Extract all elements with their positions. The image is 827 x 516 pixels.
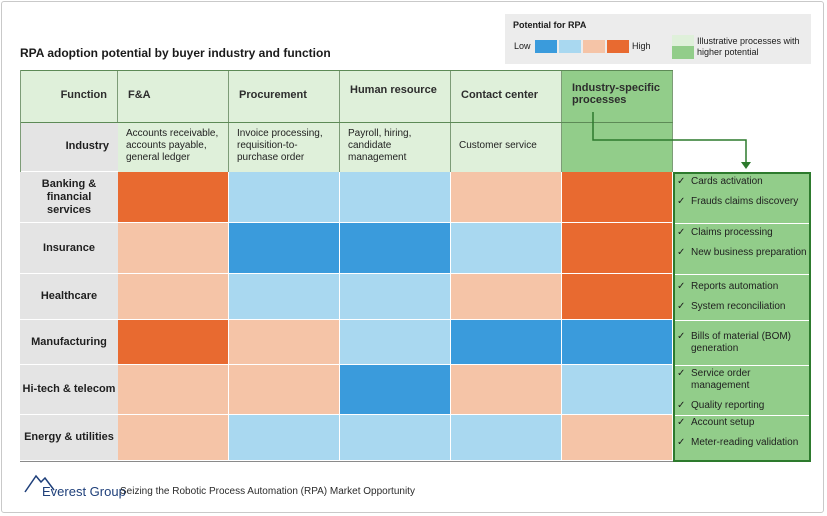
process-label: Meter-reading validation — [691, 437, 799, 448]
column-header-human-resource: Human resource — [340, 70, 451, 122]
process-label: Frauds claims discovery — [691, 196, 799, 207]
checkmark-icon: ✓ — [677, 437, 686, 448]
heatmap-cell — [451, 223, 562, 274]
column-examples-procurement: Invoice processing, requisition-to-purch… — [229, 122, 340, 172]
heatmap-cell — [229, 274, 340, 320]
heatmap-cell — [229, 223, 340, 274]
heatmap-cell — [562, 365, 673, 415]
legend-illustrative-label: Illustrative processes with higher poten… — [697, 36, 800, 57]
process-label: Service order management — [691, 368, 751, 391]
process-label: New business preparation — [691, 247, 807, 258]
process-label: Quality reporting — [691, 400, 765, 411]
legend: Potential for RPA Low High Illustrative … — [505, 14, 811, 64]
column-header-contact-center: Contact center — [451, 70, 562, 122]
legend-swatch-low — [535, 40, 557, 53]
heatmap-cell — [451, 274, 562, 320]
heatmap-cell — [451, 365, 562, 415]
checkmark-icon: ✓ — [677, 247, 686, 258]
heatmap-cell — [118, 274, 229, 320]
process-separator — [675, 320, 809, 321]
legend-swatch-higher-potential — [672, 46, 694, 59]
checkmark-icon: ✓ — [677, 400, 686, 411]
heatmap-cell — [451, 172, 562, 223]
column-examples-contact-center: Customer service — [451, 122, 562, 172]
column-examples-industry-specific-processes — [562, 122, 673, 172]
header-function-label: Function — [20, 70, 118, 122]
row-label-manufacturing: Manufacturing — [20, 320, 118, 365]
heatmap-cell — [340, 365, 451, 415]
legend-low-label: Low — [514, 41, 531, 51]
footer-text: Seizing the Robotic Process Automation (… — [120, 486, 415, 497]
process-label: Account setup — [691, 417, 755, 428]
checkmark-icon: ✓ — [677, 227, 686, 238]
heatmap-cell — [562, 415, 673, 461]
row-label-banking-and-financial-services: Banking & financial services — [20, 172, 118, 223]
process-label: Bills of material (BOM) generation — [691, 331, 792, 354]
chart-title: RPA adoption potential by buyer industry… — [20, 46, 331, 60]
heatmap-cell — [562, 274, 673, 320]
checkmark-icon: ✓ — [677, 176, 686, 187]
column-examples-human-resource: Payroll, hiring, candidate management — [340, 122, 451, 172]
heatmap-cell — [118, 223, 229, 274]
row-label-healthcare: Healthcare — [20, 274, 118, 320]
legend-swatch-high — [607, 40, 629, 53]
checkmark-icon: ✓ — [677, 331, 686, 342]
checkmark-icon: ✓ — [677, 417, 686, 428]
heatmap-cell — [451, 415, 562, 461]
header-industry-label: Industry — [20, 122, 118, 172]
process-separator — [675, 274, 809, 275]
heatmap-cell — [451, 320, 562, 365]
row-label-hi-tech-and-telecom: Hi-tech & telecom — [20, 365, 118, 415]
heatmap-cell — [340, 274, 451, 320]
heatmap-cell — [118, 415, 229, 461]
illustrative-processes-column: ✓ Cards activation ✓ Frauds claims discover… — [673, 172, 811, 462]
heatmap-cell — [562, 320, 673, 365]
header-top-border — [20, 70, 673, 71]
heatmap-cell — [340, 172, 451, 223]
checkmark-icon: ✓ — [677, 301, 686, 312]
column-header-fanda: F&A — [118, 70, 229, 122]
legend-swatch-illustrative — [672, 35, 694, 48]
legend-swatch-medium-high — [583, 40, 605, 53]
heatmap-cell — [340, 320, 451, 365]
checkmark-icon: ✓ — [677, 368, 686, 379]
heatmap-cell — [562, 172, 673, 223]
column-examples-fanda: Accounts receivable, accounts payable, g… — [118, 122, 229, 172]
table-bottom-border — [20, 461, 673, 462]
process-label: Cards activation — [691, 176, 763, 187]
process-label: Reports automation — [691, 281, 779, 292]
heatmap-cell — [340, 415, 451, 461]
process-label: System reconciliation — [691, 301, 786, 312]
heatmap-cell — [229, 172, 340, 223]
process-separator — [675, 415, 809, 416]
column-header-industry-specific-processes: Industry-specific processes — [562, 70, 673, 122]
heatmap-cell — [118, 365, 229, 415]
heatmap-cell — [229, 415, 340, 461]
heatmap-cell — [118, 172, 229, 223]
process-separator — [675, 365, 809, 366]
row-label-text: Banking & financial services — [41, 177, 97, 216]
process-separator — [675, 223, 809, 224]
everest-logo — [24, 470, 64, 499]
row-label-energy-and-utilities: Energy & utilities — [20, 415, 118, 461]
checkmark-icon: ✓ — [677, 281, 686, 292]
row-label-insurance: Insurance — [20, 223, 118, 274]
checkmark-icon: ✓ — [677, 196, 686, 207]
heatmap-cell — [118, 320, 229, 365]
header-bottom-border — [20, 122, 673, 123]
legend-title: Potential for RPA — [513, 20, 587, 30]
heatmap-cell — [229, 365, 340, 415]
heatmap-cell — [229, 320, 340, 365]
legend-high-label: High — [632, 41, 651, 51]
heatmap-cell — [340, 223, 451, 274]
legend-swatch-medium-low — [559, 40, 581, 53]
column-header-procurement: Procurement — [229, 70, 340, 122]
footer-brand: Everest Group — [42, 484, 126, 499]
process-label: Claims processing — [691, 227, 773, 238]
heatmap-cell — [562, 223, 673, 274]
